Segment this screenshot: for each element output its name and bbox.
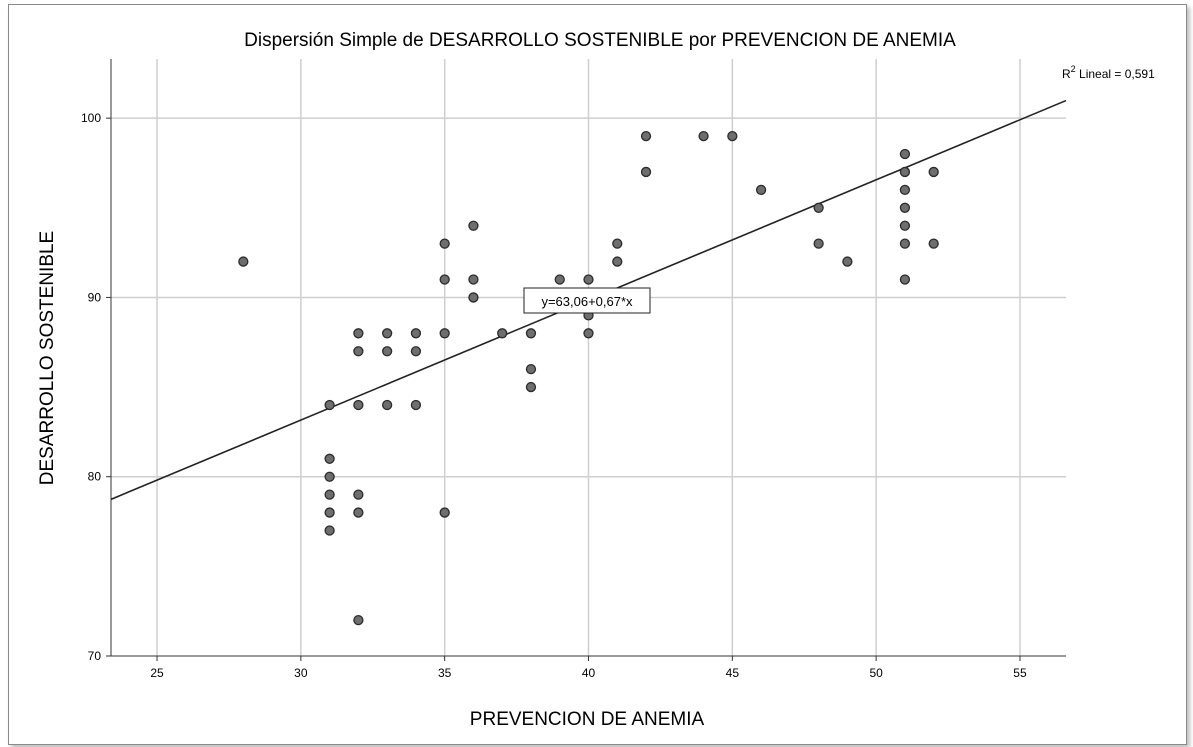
data-point: [583, 274, 594, 285]
data-point: [324, 525, 335, 536]
x-tick-label: 40: [582, 666, 596, 680]
data-point: [612, 238, 623, 249]
data-point: [439, 328, 450, 339]
data-point: [238, 256, 249, 267]
data-point: [612, 256, 623, 267]
data-point: [813, 202, 824, 213]
tick-labels: 25 30 35 40 45 50 55 70 80 90 100: [81, 111, 1027, 680]
equation-label: y=63,06+0,67*x: [541, 294, 633, 309]
axes: [106, 59, 1066, 661]
data-point: [899, 220, 911, 231]
data-point: [899, 238, 911, 249]
data-point: [899, 274, 911, 285]
data-point: [353, 399, 364, 411]
data-point: [353, 346, 364, 357]
data-point: [381, 346, 393, 357]
data-point: [353, 507, 364, 518]
data-point: [353, 614, 364, 626]
data-point: [928, 166, 939, 178]
data-point: [899, 202, 911, 213]
data-point: [727, 130, 738, 142]
data-points: [238, 130, 939, 626]
data-point: [410, 399, 422, 411]
data-point: [525, 328, 537, 339]
r2-label: R2 Lineal = 0,591: [1062, 64, 1155, 81]
chart-title: Dispersión Simple de DESARROLLO SOSTENIB…: [244, 30, 956, 51]
y-tick-label: 90: [88, 290, 102, 304]
data-point: [353, 489, 364, 500]
equation-box: y=63,06+0,67*x: [523, 287, 651, 314]
data-point: [468, 292, 479, 303]
data-point: [353, 328, 364, 339]
data-point: [640, 166, 652, 178]
x-tick-label: 30: [294, 666, 308, 680]
data-point: [381, 328, 393, 339]
data-point: [324, 507, 335, 518]
x-tick-label: 25: [150, 666, 164, 680]
data-point: [410, 346, 422, 357]
data-point: [410, 328, 422, 339]
data-point: [755, 184, 767, 196]
equation-box-frame: [523, 287, 651, 314]
data-point: [381, 399, 393, 411]
y-tick-label: 80: [88, 470, 102, 484]
data-point: [439, 507, 450, 518]
y-axis-title: DESARROLLO SOSTENIBLE: [37, 231, 58, 485]
x-tick-label: 45: [726, 666, 740, 680]
data-point: [813, 238, 824, 249]
chart-frame: [8, 4, 1187, 745]
data-point: [468, 220, 479, 231]
data-point: [439, 274, 450, 285]
data-point: [525, 364, 537, 375]
data-point: [525, 381, 537, 393]
data-point: [899, 184, 911, 196]
x-tick-label: 55: [1013, 666, 1027, 680]
data-point: [324, 471, 335, 482]
x-axis-title: PREVENCION DE ANEMIA: [470, 709, 705, 730]
data-point: [439, 238, 450, 249]
x-tick-label: 35: [438, 666, 452, 680]
data-point: [899, 166, 911, 178]
data-point: [324, 453, 335, 464]
y-tick-label: 100: [81, 111, 101, 125]
data-point: [554, 274, 565, 285]
x-tick-label: 50: [869, 666, 883, 680]
data-point: [324, 489, 335, 500]
data-point: [640, 130, 652, 142]
data-point: [497, 328, 508, 339]
y-tick-label: 70: [88, 649, 102, 663]
grid: [111, 59, 1066, 656]
data-point: [842, 256, 853, 267]
data-point: [468, 274, 479, 285]
data-point: [583, 328, 594, 339]
data-point: [899, 148, 911, 160]
data-point: [698, 130, 709, 142]
data-point: [928, 238, 939, 249]
data-point: [324, 399, 335, 411]
